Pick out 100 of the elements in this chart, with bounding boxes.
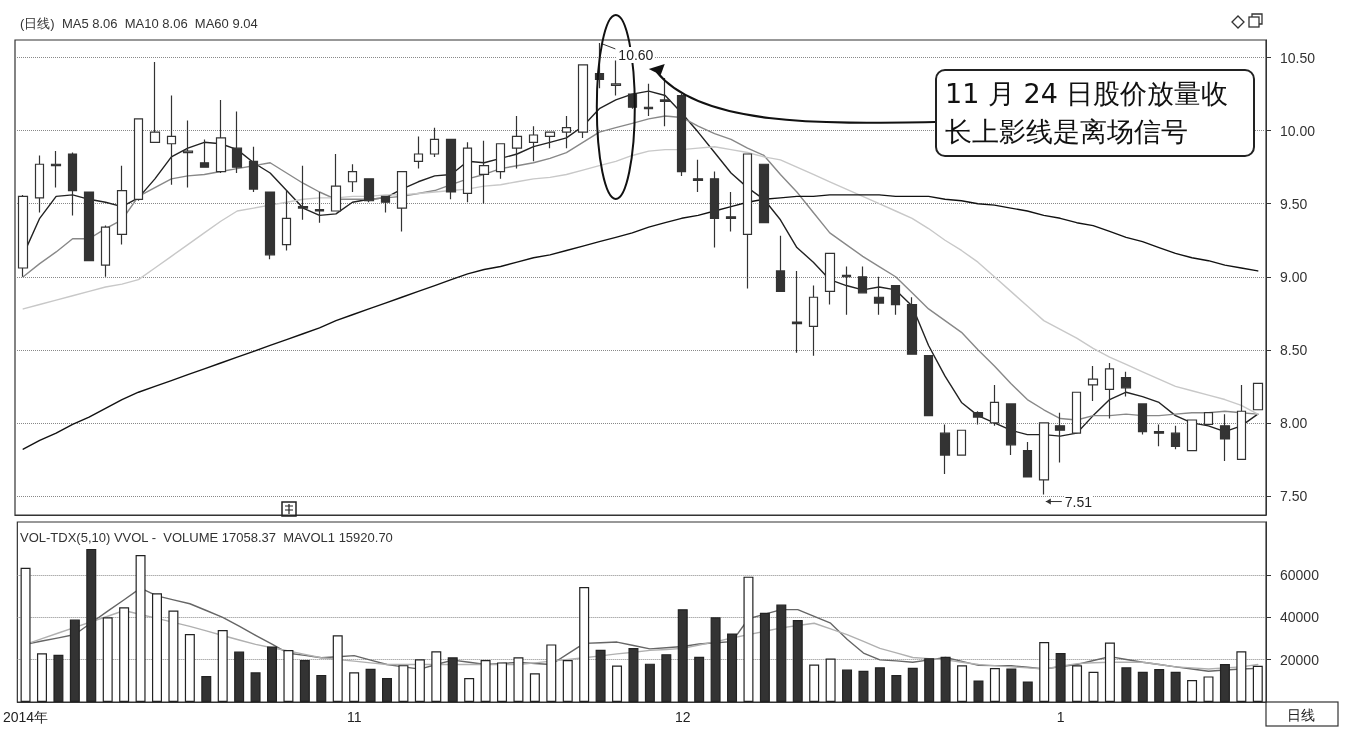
bar xyxy=(1104,642,1115,702)
bar xyxy=(217,630,228,702)
x-tick-label: 11 xyxy=(346,709,362,725)
candlestick xyxy=(643,83,654,117)
bar xyxy=(562,660,573,702)
bar xyxy=(119,607,130,702)
candlestick xyxy=(1104,362,1115,420)
y-tick-label: 10.00 xyxy=(1280,122,1316,139)
candlestick xyxy=(1022,441,1033,478)
candlestick xyxy=(231,111,243,174)
y-tick-label: 9.50 xyxy=(1280,195,1308,212)
bar xyxy=(135,555,146,702)
candlestick xyxy=(561,115,572,149)
candlestick xyxy=(1170,425,1181,450)
candlestick xyxy=(1137,403,1148,436)
bar xyxy=(332,635,343,702)
candlestick xyxy=(199,138,210,168)
candlestick xyxy=(742,153,753,290)
bar xyxy=(20,567,31,702)
candlestick xyxy=(972,410,984,425)
bar xyxy=(497,662,508,702)
candlestick xyxy=(363,178,375,203)
bar xyxy=(102,617,113,702)
candlestick xyxy=(133,118,144,202)
candlestick xyxy=(577,64,589,139)
candlestick xyxy=(1203,412,1214,425)
candlestick xyxy=(1071,391,1082,434)
candlestick xyxy=(906,296,918,355)
candlestick xyxy=(989,384,1000,427)
candlestick xyxy=(544,131,556,149)
x-tick-label: 1 xyxy=(1056,709,1065,725)
candlestick xyxy=(149,61,161,143)
candlestick xyxy=(857,265,868,294)
bar xyxy=(579,587,590,702)
bar xyxy=(431,651,442,702)
candlestick xyxy=(1005,403,1017,456)
bar xyxy=(989,668,1000,702)
bar xyxy=(825,658,836,702)
bar xyxy=(464,678,475,702)
chart-title: (日线) MA5 8.06 MA10 8.06 MA60 9.04 xyxy=(20,16,258,31)
bar xyxy=(612,665,623,702)
text: VOL-TDX(5,10) VVOL - VOLUME 17058.37 MAVOL1 15920.70 xyxy=(20,530,393,545)
y-tick-label: 40000 xyxy=(1280,609,1320,626)
candlestick xyxy=(264,191,276,260)
candlestick xyxy=(281,189,292,252)
bar xyxy=(957,665,968,702)
line-series xyxy=(22,194,1259,450)
candlestick xyxy=(890,284,901,316)
bar xyxy=(349,672,360,702)
candlestick xyxy=(709,170,720,249)
candlestick xyxy=(676,93,687,177)
candlestick xyxy=(692,159,704,193)
bar xyxy=(1072,665,1083,702)
candlestick xyxy=(1236,384,1247,461)
bar xyxy=(1187,679,1198,702)
y-tick-label: 8.00 xyxy=(1280,414,1308,431)
candlestick xyxy=(478,140,490,205)
candlestick xyxy=(1038,422,1050,496)
candlestick xyxy=(528,125,539,162)
candlestick xyxy=(413,135,424,170)
y-tick-label: 60000 xyxy=(1280,566,1320,583)
bar xyxy=(809,664,820,702)
bar xyxy=(513,657,524,702)
y-tick-label: 9.00 xyxy=(1280,268,1308,285)
text: 日线 xyxy=(1286,706,1316,725)
bar xyxy=(1039,642,1050,702)
candlestick xyxy=(248,146,259,193)
candlestick xyxy=(396,170,408,233)
candlestick xyxy=(659,77,671,127)
bar xyxy=(1252,665,1263,702)
annotation: 11 月 24 日股价放量收长上影线是离场信号 xyxy=(935,69,1255,157)
candlestick xyxy=(50,150,62,189)
candlestick xyxy=(808,284,819,357)
candlestick xyxy=(1087,365,1099,402)
candlestick xyxy=(462,141,473,203)
candlestick xyxy=(445,138,457,200)
y-tick-label: 7.50 xyxy=(1280,488,1308,504)
candlestick xyxy=(873,276,885,316)
candlestick xyxy=(182,119,194,189)
candlestick xyxy=(841,265,852,316)
candlestick xyxy=(1219,413,1231,462)
bar xyxy=(480,660,491,702)
candlestick xyxy=(1120,371,1132,398)
bar xyxy=(168,610,179,702)
candlestick xyxy=(1054,412,1066,463)
candlestick xyxy=(314,191,325,224)
y-tick-label: 8.50 xyxy=(1280,341,1308,358)
candlestick xyxy=(939,423,951,475)
candlestick xyxy=(923,355,934,417)
candlestick xyxy=(166,94,177,186)
bar xyxy=(283,650,294,702)
candlestick xyxy=(511,115,523,170)
candlestick xyxy=(116,165,128,246)
candlestick xyxy=(100,225,111,278)
bar xyxy=(546,644,557,702)
candlestick xyxy=(347,163,358,193)
bar xyxy=(151,593,162,702)
candlestick xyxy=(34,154,45,214)
candlestick xyxy=(17,194,29,278)
y-tick-label: 10.50 xyxy=(1280,49,1316,66)
